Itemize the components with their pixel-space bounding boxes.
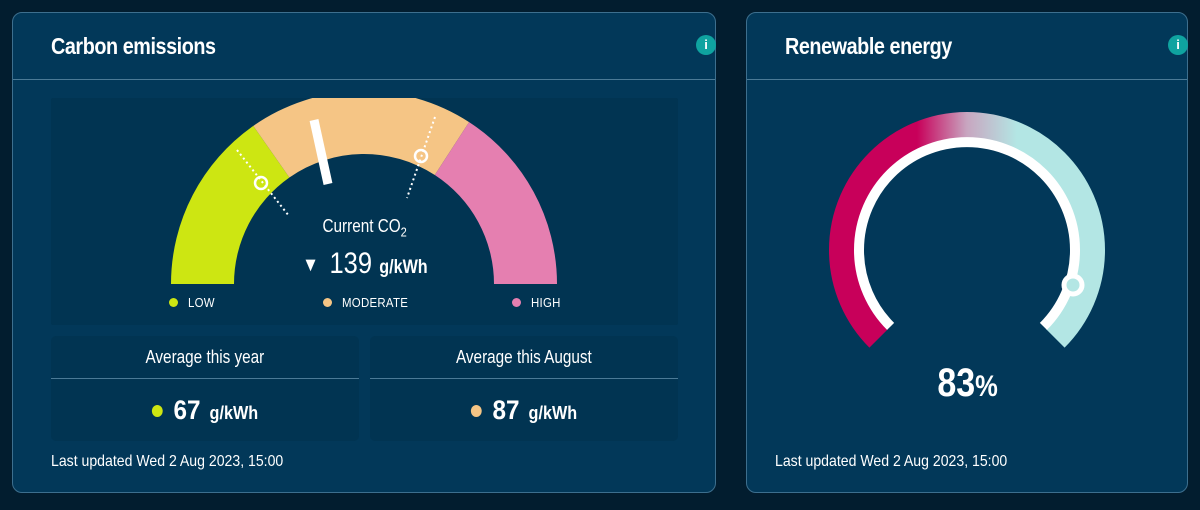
average-year-box: Average this year 67 g/kWh [51, 336, 359, 441]
info-icon[interactable]: i [1168, 35, 1188, 55]
renewable-percentage: 83% [937, 361, 999, 405]
year-average-marker-line [236, 149, 290, 217]
legend-dot-icon [512, 298, 521, 307]
info-icon[interactable]: i [696, 35, 716, 55]
carbon-emissions-card: Carbon emissions i Current CO2 ▼ [12, 12, 716, 493]
gauge-legend: LOW MODERATE HIGH [51, 295, 678, 315]
august-average-marker-icon [413, 148, 429, 164]
current-co2-label: Current CO2 [322, 216, 407, 240]
card-header: Carbon emissions i [13, 13, 716, 80]
card-header: Renewable energy i [747, 13, 1188, 80]
average-month-unit: g/kWh [528, 403, 578, 423]
average-month-box: Average this August 87 g/kWh [370, 336, 678, 441]
last-updated: Last updated Wed 2 Aug 2023, 15:00 [775, 453, 1008, 470]
moderate-status-dot-icon [470, 404, 482, 417]
renewable-energy-card: Renewable energy i 83% Last updated Wed … [746, 12, 1188, 493]
average-month-value: 87 [492, 395, 520, 425]
card-title: Renewable energy [785, 33, 952, 59]
year-average-marker-icon [253, 175, 269, 191]
renewable-value-marker-icon [1061, 273, 1085, 297]
current-value-needle [309, 119, 333, 185]
current-value-number: 139 [329, 247, 372, 280]
co2-gauge [171, 98, 557, 285]
renewable-gauge [829, 112, 1105, 348]
current-co2-value: ▼ 139 g/kWh [51, 247, 678, 281]
gauge-segment-high [434, 122, 557, 284]
average-year-unit: g/kWh [209, 403, 259, 423]
legend-item-moderate: MODERATE [323, 295, 417, 310]
average-month-title: Average this August [456, 347, 592, 367]
legend-item-high: HIGH [512, 295, 565, 310]
legend-dot-icon [169, 298, 178, 307]
average-year-value: 67 [173, 395, 201, 425]
current-value-unit: g/kWh [378, 257, 428, 278]
gauge-segment-moderate [253, 98, 470, 178]
co2-gauge-panel: Current CO2 ▼ 139 g/kWh LOW MODERATE HIG… [51, 98, 678, 325]
low-status-dot-icon [151, 404, 163, 417]
renewable-ring [829, 112, 1105, 348]
gauge-segment-low [171, 125, 290, 285]
average-year-title: Average this year [145, 347, 265, 367]
legend-item-low: LOW [169, 295, 219, 310]
renewable-track [854, 137, 1080, 330]
august-average-marker-line [406, 116, 436, 199]
trend-down-icon: ▼ [301, 254, 319, 276]
last-updated: Last updated Wed 2 Aug 2023, 15:00 [51, 453, 284, 470]
legend-dot-icon [323, 298, 332, 307]
card-title: Carbon emissions [51, 33, 216, 59]
